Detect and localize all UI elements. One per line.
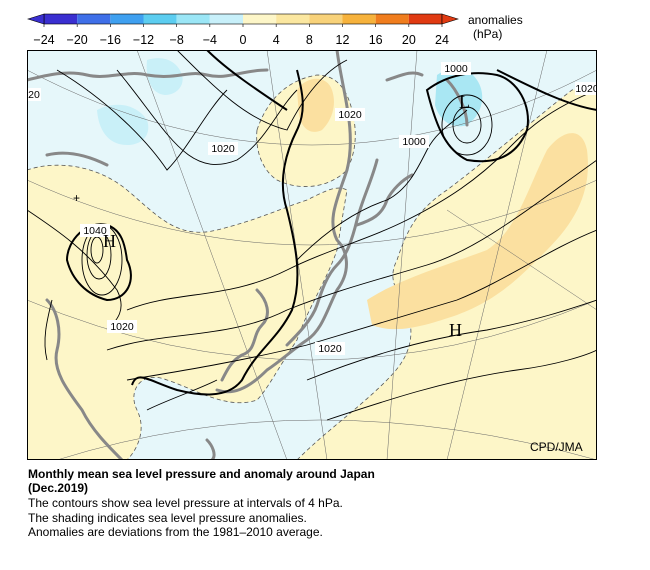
colorbar-tick-label: −16 (100, 33, 121, 47)
colorbar-cell (342, 14, 376, 24)
high-center-marker: + (73, 191, 80, 205)
colorbar-cell (276, 14, 310, 24)
map-frame (27, 50, 597, 460)
caption-title-line1: Monthly mean sea level pressure and anom… (28, 467, 375, 481)
high-center-label-west: H (103, 231, 116, 251)
contour-label: 1020 (575, 83, 597, 95)
contour-label: 20 (28, 89, 40, 101)
colorbar-tick-label: 8 (306, 33, 313, 47)
colorbar-tick-label: 16 (369, 33, 383, 47)
caption-title-line2: (Dec.2019) (28, 481, 89, 495)
graticule (27, 50, 597, 460)
contour-label: 1000 (444, 63, 468, 75)
strong-positive-anomaly-east (367, 133, 588, 330)
contour-label: 1020 (110, 321, 134, 333)
isobars (27, 50, 597, 421)
caption-baseline-note: Anomalies are deviations from the 1981–2… (28, 525, 323, 539)
negative-anomaly-region-northwest (97, 104, 149, 145)
colorbar-tick-label: 0 (240, 33, 247, 47)
low-center-label: L (459, 92, 470, 112)
colorbar-units-label: anomalies (468, 13, 523, 27)
contour-label: 1020 (211, 143, 235, 155)
colorbar-tick-label: 24 (435, 33, 449, 47)
colorbar-cell (309, 14, 343, 24)
contour-label: 1000 (402, 136, 426, 148)
contour-label: 1020 (318, 343, 342, 355)
colorbar-tick-label: −8 (170, 33, 184, 47)
contour-labels: 1000 1020 1020 1000 1020 20 1040 1020 10… (27, 62, 597, 355)
caption-shading-note: The shading indicates sea level pressure… (28, 511, 307, 525)
colorbar-tick-label: −4 (203, 33, 217, 47)
low-pressure-center-rings (441, 94, 493, 156)
contour-label: 1040 (83, 225, 107, 237)
colorbar-cell (77, 14, 111, 24)
colorbar-tick-label: −24 (33, 33, 54, 47)
high-center-label-east: H (449, 320, 462, 340)
colorbar-cell (44, 14, 78, 24)
colorbar-cell (408, 14, 442, 24)
colorbar-tick-label: 4 (273, 33, 280, 47)
colorbar-tick-label: −12 (133, 33, 154, 47)
pressure-anomaly-map: 1000 1020 1020 1000 1020 20 1040 1020 10… (27, 50, 597, 460)
colorbar-cell (375, 14, 409, 24)
strong-positive-anomaly-north (297, 78, 334, 132)
anomaly-colorbar: −24 −20 −16 −12 −8 −4 0 4 8 12 16 20 24 (26, 13, 460, 47)
colorbar-tick-label: 12 (336, 33, 350, 47)
colorbar-cell (110, 14, 144, 24)
map-credit: CPD/JMA (530, 440, 583, 454)
positive-anomaly-region-west (27, 164, 348, 460)
colorbar-cell (143, 14, 177, 24)
colorbar-tick-label: 20 (402, 33, 416, 47)
isobars-thick (65, 50, 597, 396)
colorbar-cell (176, 14, 210, 24)
colorbar-right-arrow (441, 13, 460, 25)
contour-label: 1020 (338, 109, 362, 121)
colorbar-left-arrow (26, 13, 45, 25)
colorbar-cell (243, 14, 277, 24)
colorbar-tick-label: −20 (67, 33, 88, 47)
coastlines (27, 50, 469, 460)
colorbar-units-sub: (hPa) (473, 27, 503, 41)
colorbar-cell (209, 14, 243, 24)
caption-contour-note: The contours show sea level pressure at … (28, 496, 343, 510)
